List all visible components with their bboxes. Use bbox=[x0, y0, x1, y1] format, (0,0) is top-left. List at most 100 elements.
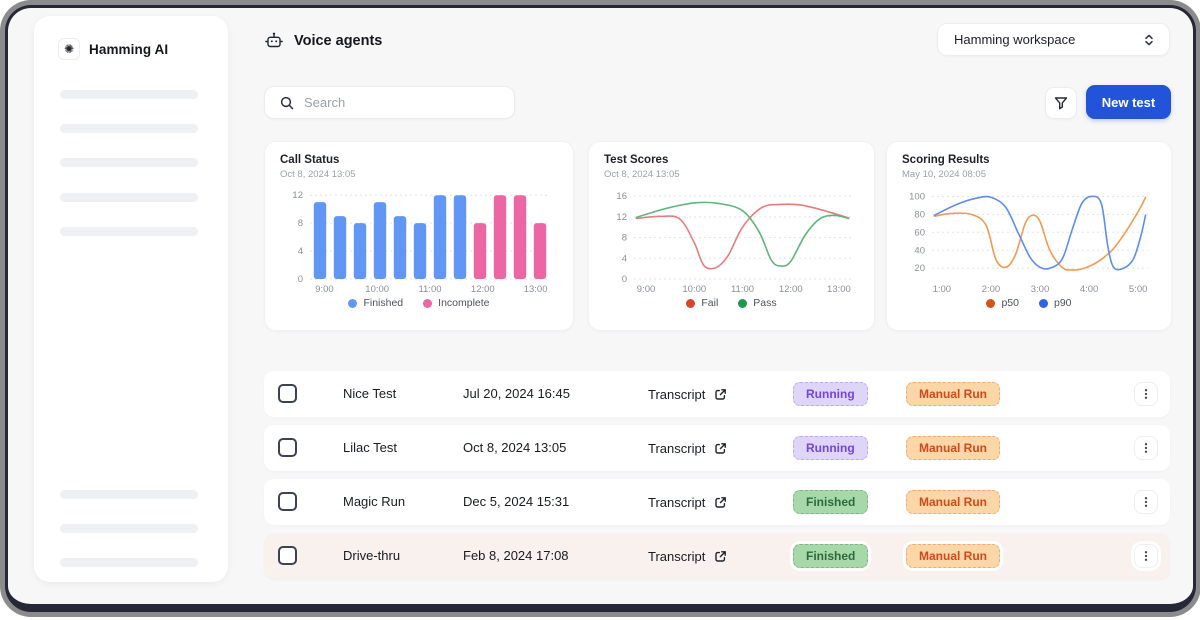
test-name: Magic Run bbox=[343, 494, 406, 509]
svg-text:9:00: 9:00 bbox=[315, 284, 334, 295]
line-chart: 0 4 8 12 16 9:00 10:00 11:00 12:00 13:00 bbox=[616, 191, 851, 295]
svg-text:9:00: 9:00 bbox=[637, 284, 656, 295]
external-link-icon bbox=[715, 442, 727, 454]
svg-text:4: 4 bbox=[298, 246, 303, 257]
svg-text:100: 100 bbox=[909, 191, 925, 202]
row-menu-button[interactable] bbox=[1134, 436, 1158, 460]
svg-text:12:00: 12:00 bbox=[471, 284, 495, 295]
table-row[interactable]: Magic Run Dec 5, 2024 15:31 Transcript F… bbox=[264, 479, 1170, 525]
svg-text:10:00: 10:00 bbox=[682, 284, 706, 295]
external-link-icon bbox=[715, 550, 727, 562]
new-test-button[interactable]: New test bbox=[1086, 85, 1171, 119]
chart-legend: p50 p90 bbox=[902, 297, 1156, 309]
row-checkbox[interactable] bbox=[278, 438, 297, 457]
transcript-link[interactable]: Transcript bbox=[648, 425, 728, 471]
svg-text:0: 0 bbox=[298, 274, 303, 285]
legend-dot bbox=[348, 298, 358, 308]
brand-logo-icon: ✺ bbox=[58, 38, 80, 60]
brand-name: Hamming AI bbox=[89, 41, 169, 57]
skeleton-bar bbox=[60, 558, 198, 567]
row-checkbox[interactable] bbox=[278, 492, 297, 511]
legend-item: Incomplete bbox=[423, 297, 490, 309]
page-title-text: Voice agents bbox=[294, 33, 383, 49]
test-name: Nice Test bbox=[343, 386, 397, 401]
row-checkbox[interactable] bbox=[278, 546, 297, 565]
table-row[interactable]: Lilac Test Oct 8, 2024 13:05 Transcript … bbox=[264, 425, 1170, 471]
transcript-label: Transcript bbox=[648, 548, 706, 564]
manual-run-button[interactable]: Manual Run bbox=[906, 382, 1000, 406]
legend-dot bbox=[686, 298, 696, 308]
svg-text:4: 4 bbox=[622, 253, 627, 264]
workspace-selector[interactable]: Hamming workspace bbox=[937, 23, 1170, 56]
transcript-link[interactable]: Transcript bbox=[648, 533, 728, 579]
chart-title: Scoring Results bbox=[902, 154, 990, 166]
skeleton-bar bbox=[60, 193, 198, 202]
transcript-label: Transcript bbox=[648, 386, 706, 402]
row-checkbox[interactable] bbox=[278, 384, 297, 403]
status-badge: Running bbox=[793, 382, 868, 406]
svg-text:4:00: 4:00 bbox=[1080, 284, 1099, 295]
external-link-icon bbox=[715, 388, 727, 400]
robot-icon bbox=[265, 32, 283, 48]
kebab-icon bbox=[1144, 443, 1148, 453]
svg-text:8: 8 bbox=[622, 233, 627, 244]
svg-text:11:00: 11:00 bbox=[731, 284, 754, 295]
transcript-link[interactable]: Transcript bbox=[648, 371, 728, 417]
test-date: Feb 8, 2024 17:08 bbox=[463, 548, 569, 563]
kebab-icon bbox=[1144, 497, 1148, 507]
chart-card-scoring-results: Scoring Results May 10, 2024 08:05 20 40 6… bbox=[886, 141, 1172, 331]
skeleton-bar bbox=[60, 90, 198, 99]
svg-text:12: 12 bbox=[616, 212, 627, 223]
row-menu-button[interactable] bbox=[1134, 382, 1158, 406]
skeleton-bar bbox=[60, 124, 198, 133]
test-date: Jul 20, 2024 16:45 bbox=[463, 386, 570, 401]
workspace-selector-value: Hamming workspace bbox=[954, 32, 1076, 47]
test-name: Lilac Test bbox=[343, 440, 397, 455]
legend-dot bbox=[738, 298, 748, 308]
table-row[interactable]: Nice Test Jul 20, 2024 16:45 Transcript … bbox=[264, 371, 1170, 417]
chart-subtitle: Oct 8, 2024 13:05 bbox=[604, 169, 680, 180]
chart-title: Call Status bbox=[280, 154, 340, 166]
svg-text:10:00: 10:00 bbox=[365, 284, 389, 295]
svg-text:8: 8 bbox=[298, 218, 303, 229]
test-date: Dec 5, 2024 15:31 bbox=[463, 494, 570, 509]
chart-card-test-scores: Test Scores Oct 8, 2024 13:05 0 4 8 12 16 9:0… bbox=[588, 141, 875, 331]
row-menu-button[interactable] bbox=[1134, 490, 1158, 514]
svg-text:11:00: 11:00 bbox=[418, 284, 441, 295]
transcript-link[interactable]: Transcript bbox=[648, 479, 728, 525]
svg-text:3:00: 3:00 bbox=[1031, 284, 1050, 295]
manual-run-button[interactable]: Manual Run bbox=[906, 490, 1000, 514]
app-window: ✺ Hamming AI Voice agents Hamming worksp… bbox=[5, 5, 1196, 612]
chart-subtitle: May 10, 2024 08:05 bbox=[902, 169, 986, 180]
status-badge: Finished bbox=[793, 544, 869, 568]
test-name: Drive-thru bbox=[343, 548, 401, 563]
svg-text:2:00: 2:00 bbox=[982, 284, 1001, 295]
legend-dot bbox=[986, 298, 996, 308]
bar-chart: 0 4 8 12 9:00 10:00 11:00 12:00 13:00 bbox=[292, 190, 550, 295]
row-menu-button[interactable] bbox=[1134, 544, 1158, 568]
chart-legend: Finished Incomplete bbox=[280, 297, 558, 309]
table-row[interactable]: Drive-thru Feb 8, 2024 17:08 Transcript … bbox=[264, 533, 1170, 579]
chart-card-call-status: Call Status Oct 8, 2024 13:05 0 4 8 12 9:00 1… bbox=[264, 141, 574, 331]
chevron-up-down-icon bbox=[1145, 34, 1153, 45]
filter-button[interactable] bbox=[1045, 87, 1077, 119]
status-badge: Finished bbox=[793, 490, 869, 514]
skeleton-bar bbox=[60, 158, 198, 167]
legend-item: Finished bbox=[348, 297, 403, 309]
page-title: Voice agents bbox=[264, 30, 382, 52]
test-date: Oct 8, 2024 13:05 bbox=[463, 440, 567, 455]
chart-legend: Fail Pass bbox=[604, 297, 859, 309]
search-input[interactable] bbox=[304, 95, 500, 110]
svg-text:1:00: 1:00 bbox=[933, 284, 952, 295]
svg-text:16: 16 bbox=[616, 191, 627, 202]
manual-run-button[interactable]: Manual Run bbox=[906, 544, 1000, 568]
search-icon bbox=[280, 96, 294, 109]
filter-icon bbox=[1054, 97, 1068, 110]
external-link-icon bbox=[715, 496, 727, 508]
svg-text:0: 0 bbox=[622, 274, 627, 285]
manual-run-button[interactable]: Manual Run bbox=[906, 436, 1000, 460]
legend-dot bbox=[423, 298, 433, 308]
svg-text:60: 60 bbox=[914, 227, 925, 238]
kebab-icon bbox=[1144, 389, 1148, 399]
skeleton-bar bbox=[60, 227, 198, 236]
